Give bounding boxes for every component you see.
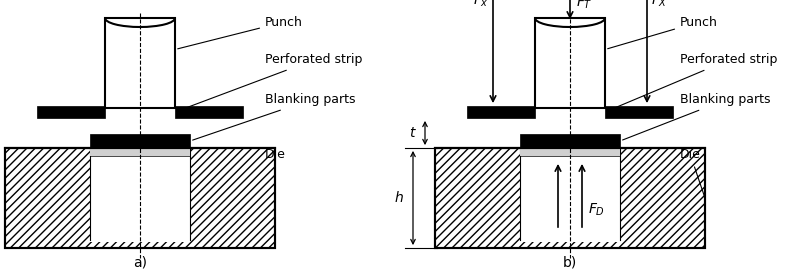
Bar: [37, 106, 105, 118]
Bar: [5, 148, 275, 248]
Bar: [467, 106, 535, 118]
Text: Blanking parts: Blanking parts: [193, 93, 355, 140]
Bar: [520, 148, 620, 242]
Text: a): a): [133, 256, 147, 270]
Text: Blanking parts: Blanking parts: [622, 93, 770, 140]
Bar: [435, 148, 705, 248]
Bar: [90, 148, 190, 156]
Text: $F_x$: $F_x$: [473, 0, 489, 9]
Text: Punch: Punch: [608, 16, 718, 49]
Bar: [105, 18, 175, 108]
Text: $t$: $t$: [409, 126, 417, 140]
Text: $F_D$: $F_D$: [588, 202, 605, 218]
Text: Perforated strip: Perforated strip: [178, 53, 362, 111]
Text: Perforated strip: Perforated strip: [607, 53, 778, 111]
Text: b): b): [563, 256, 577, 270]
Bar: [90, 148, 190, 242]
Bar: [535, 18, 605, 108]
Bar: [90, 134, 190, 148]
Text: Die: Die: [680, 148, 704, 195]
Bar: [520, 134, 620, 148]
Bar: [520, 148, 620, 156]
Text: Die: Die: [265, 148, 286, 195]
Text: $h$: $h$: [394, 190, 404, 205]
Bar: [5, 148, 275, 248]
Bar: [175, 106, 243, 118]
Bar: [435, 148, 705, 248]
Text: Punch: Punch: [178, 16, 303, 49]
Bar: [605, 106, 673, 118]
Text: $F_X$: $F_X$: [651, 0, 668, 9]
Text: $F_T$: $F_T$: [576, 0, 593, 11]
